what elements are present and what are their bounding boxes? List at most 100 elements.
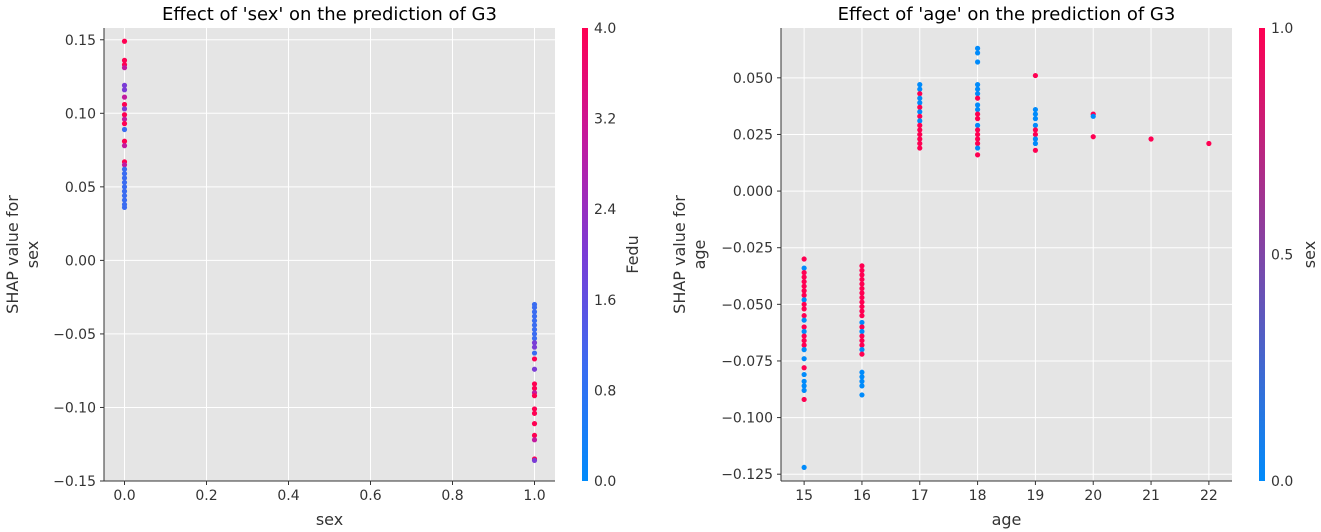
data-point <box>859 337 865 344</box>
y-tick-label: −0.10 <box>53 400 96 416</box>
data-point <box>1032 106 1039 113</box>
data-point <box>1032 122 1039 128</box>
data-point <box>859 328 865 335</box>
colorbar <box>1259 28 1265 481</box>
x-tick-label: 21 <box>1142 488 1160 504</box>
data-point <box>1090 113 1096 119</box>
y-tick-label: 0.00 <box>65 253 96 269</box>
data-point <box>121 138 128 144</box>
data-point <box>859 281 865 287</box>
data-point <box>974 136 981 142</box>
data-point <box>531 381 538 387</box>
data-point <box>801 328 807 335</box>
data-point <box>121 101 128 108</box>
colorbar-tick-label: 0.0 <box>594 474 616 490</box>
data-point <box>917 109 923 115</box>
data-point <box>1032 111 1039 117</box>
data-point <box>121 188 128 194</box>
data-point <box>1032 140 1039 147</box>
data-point <box>917 136 923 142</box>
data-point <box>917 91 923 97</box>
data-point <box>121 106 128 112</box>
data-point <box>531 326 538 333</box>
data-point <box>121 175 128 181</box>
data-point <box>859 276 865 283</box>
data-point <box>1032 147 1039 153</box>
data-point <box>531 309 538 315</box>
data-point <box>801 337 807 344</box>
data-point <box>801 356 807 362</box>
colorbar-tick-label: 1.6 <box>594 293 616 309</box>
data-point <box>121 57 128 63</box>
y-tick-label: 0.000 <box>733 184 773 200</box>
data-point <box>917 122 923 128</box>
data-point <box>974 50 981 56</box>
data-point <box>917 82 923 88</box>
data-point <box>917 118 923 124</box>
data-point <box>859 333 865 339</box>
colorbar-tick-label: 0.0 <box>1271 474 1293 490</box>
data-point <box>859 285 865 292</box>
data-point <box>974 102 981 108</box>
colorbar-label: sex <box>1300 241 1319 268</box>
x-tick-label: 1.0 <box>523 488 545 504</box>
data-point <box>801 464 807 471</box>
data-point <box>974 95 981 101</box>
data-point <box>801 265 807 271</box>
x-tick-label: 0.8 <box>441 488 463 504</box>
data-point <box>917 131 923 138</box>
data-point <box>1032 72 1039 79</box>
data-point <box>531 331 538 337</box>
data-point <box>974 152 981 158</box>
data-point <box>974 122 981 128</box>
data-point <box>859 267 865 273</box>
data-point <box>974 111 981 117</box>
data-point <box>531 410 538 416</box>
data-point <box>801 383 807 389</box>
data-point <box>121 193 128 199</box>
data-point <box>801 378 807 384</box>
x-tick-label: 15 <box>795 488 813 504</box>
data-point <box>121 38 128 44</box>
data-point <box>917 140 923 147</box>
y-axis-label-line: sex <box>23 241 42 268</box>
data-point <box>859 272 865 278</box>
data-point <box>121 65 128 71</box>
data-point <box>801 317 807 323</box>
data-point <box>974 127 981 133</box>
y-tick-label: −0.125 <box>721 467 773 483</box>
data-point <box>974 116 981 122</box>
data-point <box>801 387 807 393</box>
data-point <box>121 197 128 203</box>
x-tick-label: 0.6 <box>359 488 381 504</box>
data-point <box>531 322 538 328</box>
y-tick-label: −0.15 <box>53 474 96 490</box>
y-axis-label-line: SHAP value for <box>3 195 22 314</box>
data-point <box>859 351 865 357</box>
chart-title: Effect of 'sex' on the prediction of G3 <box>162 4 497 25</box>
y-tick-label: 0.05 <box>65 180 96 196</box>
data-point <box>531 313 538 319</box>
data-point <box>531 432 538 439</box>
data-point <box>974 106 981 113</box>
data-point <box>801 274 807 280</box>
y-tick-label: 0.050 <box>733 71 773 87</box>
data-point <box>121 94 128 100</box>
data-point <box>121 121 128 127</box>
data-point <box>859 303 865 310</box>
data-point <box>917 100 923 106</box>
x-axis-label: sex <box>316 510 343 529</box>
data-point <box>531 406 538 412</box>
data-point <box>801 256 807 262</box>
data-point <box>859 342 865 348</box>
data-point <box>859 369 865 375</box>
data-point <box>1090 134 1096 140</box>
data-point <box>1032 116 1039 122</box>
y-axis-label: SHAP value for sex <box>3 195 42 314</box>
data-point <box>801 279 807 285</box>
data-point <box>801 283 807 289</box>
data-point <box>121 204 128 211</box>
data-point <box>801 270 807 276</box>
colorbar-tick-label: 0.8 <box>594 383 616 399</box>
